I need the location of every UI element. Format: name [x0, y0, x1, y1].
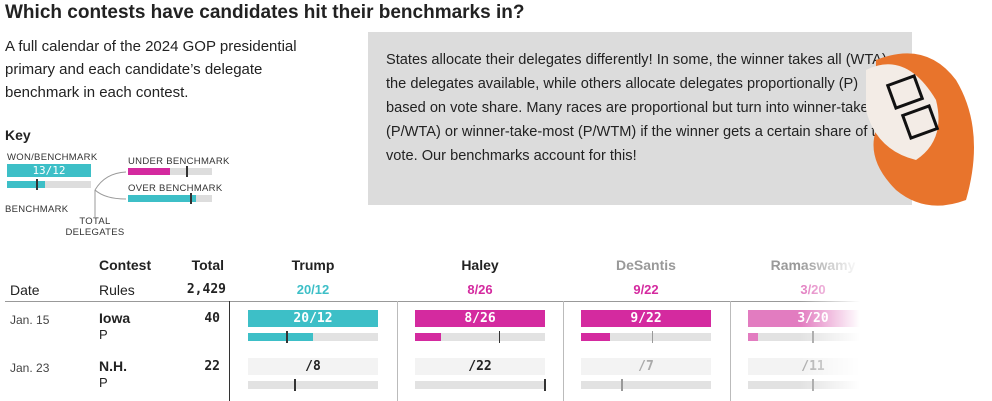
rule — [397, 301, 398, 401]
candidate-name: DeSantis — [616, 257, 676, 273]
progress-track — [581, 381, 711, 389]
progress-track — [581, 333, 711, 341]
key-label: UNDER BENCHMARK — [128, 156, 230, 167]
contest: Iowa — [99, 310, 131, 326]
rule-type: P — [99, 327, 108, 342]
result-label: 20/12 — [248, 310, 378, 327]
key-bar — [128, 168, 212, 175]
benchmark-tick — [621, 379, 623, 391]
rule-type: P — [99, 375, 108, 390]
rule — [563, 301, 564, 401]
rule — [5, 301, 862, 302]
progress-track — [415, 381, 545, 389]
key-title: Key — [5, 127, 31, 143]
grand-total: 2,429 — [186, 282, 226, 297]
rule — [730, 301, 731, 401]
header: Rules — [99, 282, 135, 298]
candidate-name: Haley — [461, 257, 499, 273]
key-label: BENCHMARK — [5, 204, 69, 215]
candidate-name: Trump — [291, 257, 335, 273]
result-label: /8 — [248, 358, 378, 375]
key-tick — [190, 193, 192, 204]
header: Total — [191, 257, 224, 273]
key-tick — [186, 166, 188, 177]
header: Contest — [99, 257, 152, 273]
intro: A full calendar of the 2024 GOP presiden… — [5, 38, 297, 101]
benchmark-tick — [286, 331, 288, 343]
key-bar — [7, 181, 91, 188]
progress-bar — [248, 333, 313, 341]
progress-bar — [748, 333, 758, 341]
date: Jan. 23 — [10, 361, 50, 375]
result-label: 9/22 — [581, 310, 711, 327]
key-bar — [128, 195, 212, 202]
result-label: 8/26 — [415, 310, 545, 327]
header: Date — [10, 282, 40, 298]
key-label: WON/BENCHMARK — [7, 152, 98, 163]
progress-bar — [415, 333, 441, 341]
benchmark-tick — [651, 331, 653, 343]
benchmark-tick — [294, 379, 296, 391]
contest: N.H. — [99, 358, 127, 374]
candidate-total: 20/12 — [296, 282, 330, 297]
date: Jan. 15 — [10, 313, 50, 327]
total: 40 — [204, 311, 220, 326]
benchmark-tick — [544, 379, 546, 391]
candidate-total: 9/22 — [633, 282, 659, 297]
title: Which contests have candidates hit their… — [5, 2, 525, 23]
progress-bar — [581, 333, 611, 341]
total: 22 — [204, 359, 220, 374]
fade — [800, 250, 992, 401]
result-label: /22 — [415, 358, 545, 375]
benchmark-tick — [498, 331, 500, 343]
note-box: States allocate their delegates differen… — [368, 32, 912, 205]
candidate-total: 8/26 — [467, 282, 493, 297]
key-tick — [36, 179, 38, 190]
progress-track — [248, 333, 378, 341]
progress-track — [415, 333, 545, 341]
key-example: 13/12 — [7, 164, 91, 177]
rule — [229, 301, 230, 401]
illustration — [866, 53, 974, 206]
key-connectors — [94, 171, 127, 217]
progress-track — [248, 381, 378, 389]
result-label: /7 — [581, 358, 711, 375]
key-label: OVER BENCHMARK — [128, 183, 223, 194]
key-label: TOTAL DELEGATES — [65, 216, 125, 238]
